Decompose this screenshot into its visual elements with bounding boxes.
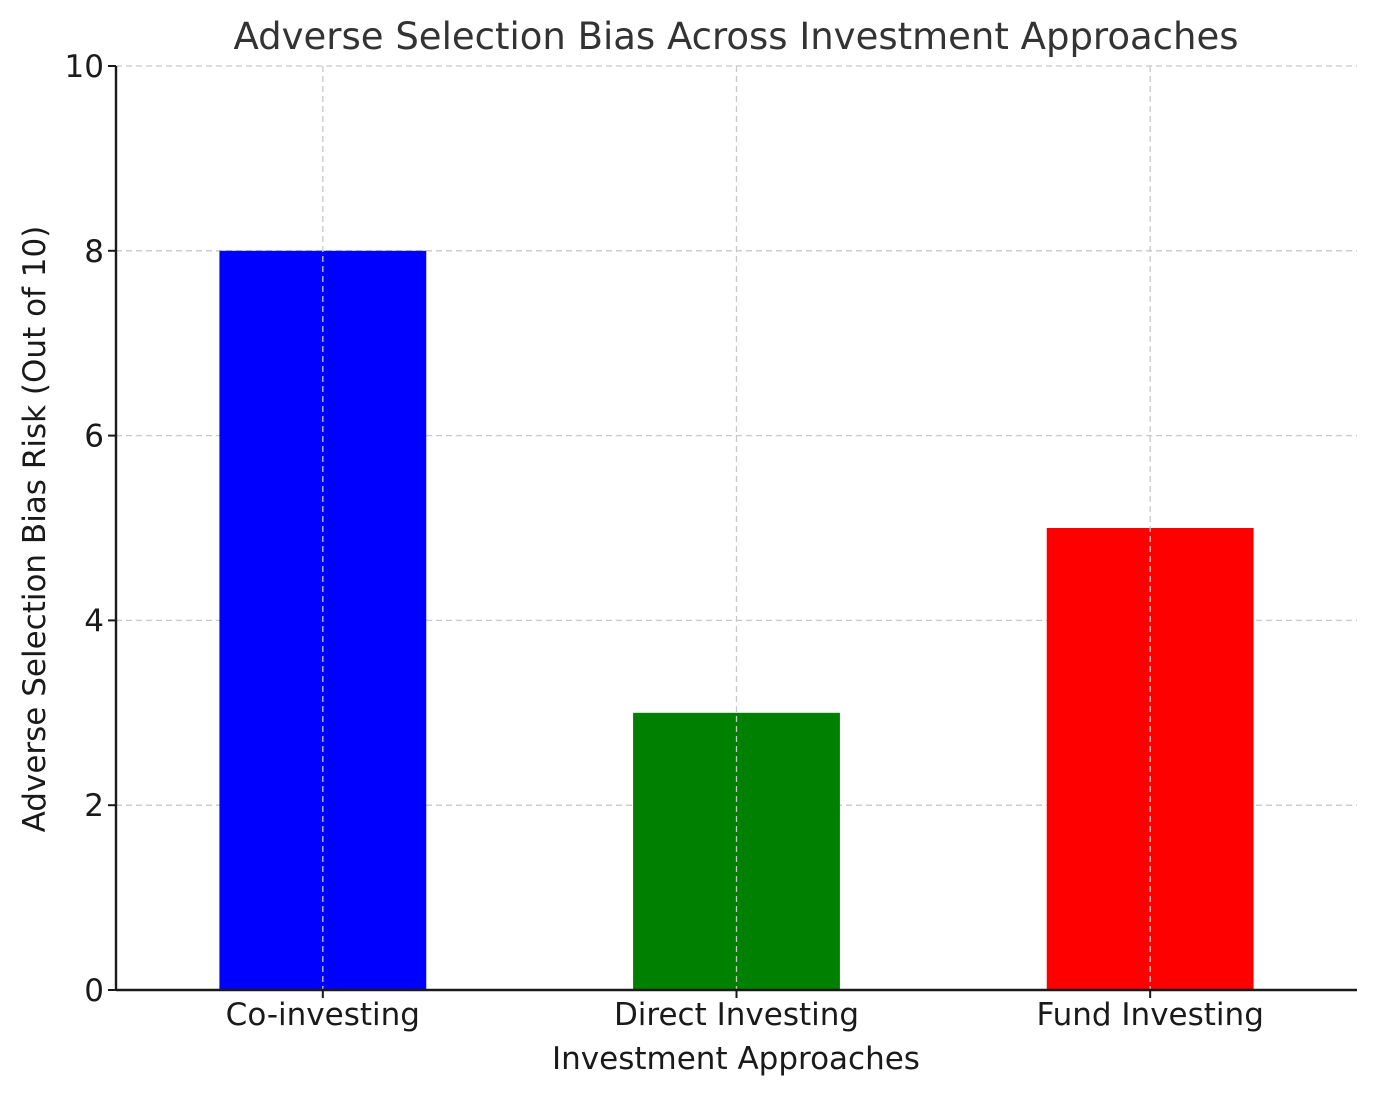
x-axis-label: Investment Approaches [552, 1041, 920, 1077]
x-tick-label: Co-investing [226, 997, 420, 1033]
y-tick-label: 2 [84, 788, 104, 824]
x-tick-label: Direct Investing [614, 997, 859, 1033]
y-tick-label: 10 [65, 49, 104, 85]
y-tick-label: 0 [84, 973, 104, 1009]
axes: 0 2 4 6 8 10 Co-investing Direct Investing Fund … [65, 49, 1357, 1033]
vertical-grid-lines [322, 66, 1151, 990]
y-tick-label: 6 [84, 419, 104, 455]
y-axis-label: Adverse Selection Bias Risk (Out of 10) [17, 226, 53, 833]
chart-title: Adverse Selection Bias Across Investment… [234, 15, 1239, 58]
x-tick-label: Fund Investing [1036, 997, 1263, 1033]
y-tick-label: 4 [84, 603, 104, 639]
y-tick-label: 8 [84, 234, 104, 270]
